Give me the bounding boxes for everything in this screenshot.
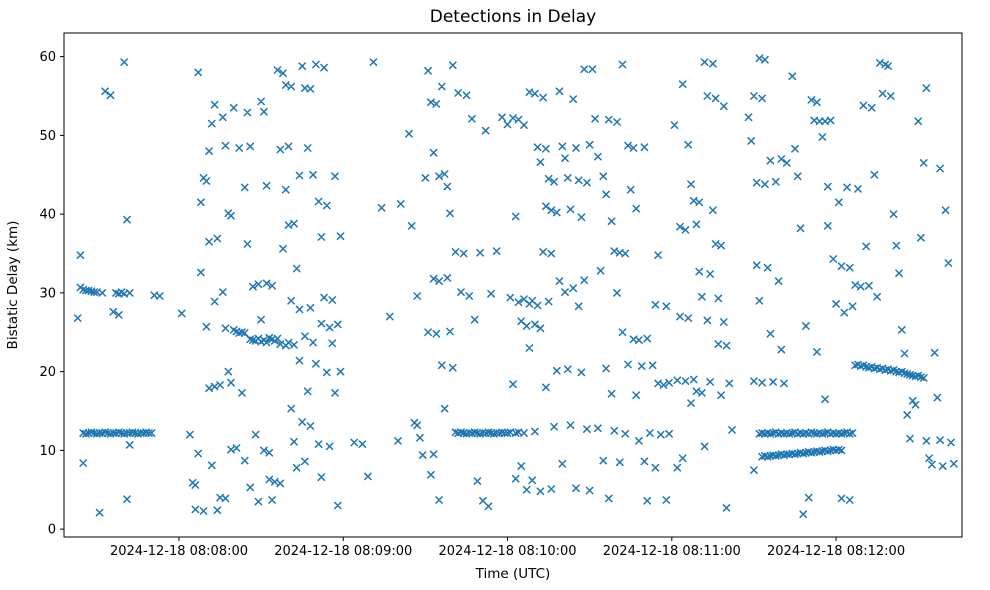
y-tick-label: 30	[39, 286, 56, 301]
x-tick-label: 2024-12-18 08:08:00	[110, 544, 248, 559]
x-tick-label: 2024-12-18 08:10:00	[438, 544, 576, 559]
x-tick-label: 2024-12-18 08:09:00	[274, 544, 412, 559]
y-tick-label: 20	[39, 365, 56, 380]
y-tick-label: 40	[39, 208, 56, 223]
y-tick-label: 50	[39, 129, 56, 144]
y-tick-label: 60	[39, 50, 56, 65]
y-axis-label: Bistatic Delay (km)	[5, 221, 21, 350]
scatter-points	[73, 54, 958, 519]
y-tick-label: 0	[48, 523, 56, 538]
x-tick-label: 2024-12-18 08:12:00	[767, 544, 905, 559]
x-axis-label: Time (UTC)	[475, 566, 551, 582]
x-tick-label: 2024-12-18 08:11:00	[603, 544, 741, 559]
y-tick-label: 10	[39, 444, 56, 459]
axes-layer: 0 10 20 30 40 50 60 2024-12-18 08:08:00 2024-12-…	[39, 32, 963, 559]
chart-title: Detections in Delay	[430, 7, 597, 27]
points-layer	[73, 54, 958, 519]
plot-border	[63, 32, 963, 538]
